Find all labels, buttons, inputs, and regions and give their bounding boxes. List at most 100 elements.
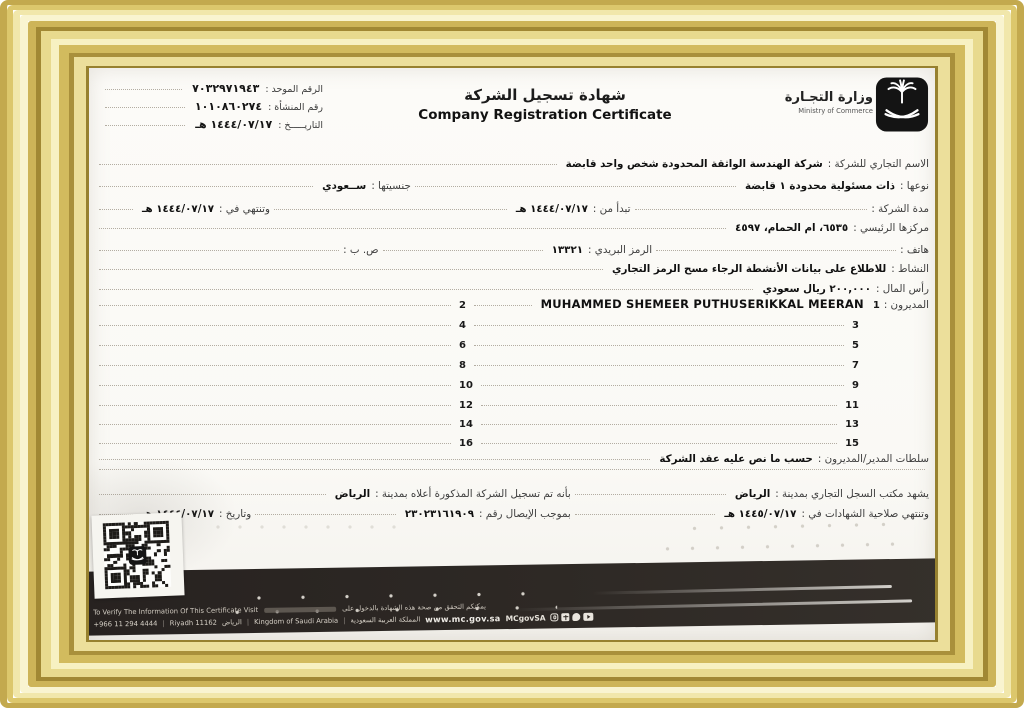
managers-row-1: المديرون : 1 MUHAMMED SHEMEER PUTHUSERIK… (95, 297, 929, 311)
twitter-icon (572, 612, 581, 622)
managers-row-3: 5 6 (95, 340, 929, 351)
ministry-wordmark: وزارة التجـارة Ministry of Commerce (785, 90, 873, 115)
head-office-label: مركزها الرئيسي : (853, 222, 929, 234)
dotted-leader (98, 209, 133, 210)
company-type-label: نوعها : (900, 180, 929, 192)
manager-powers-label: سلطات المدير/المديرون : (817, 453, 929, 465)
dotted-leader (99, 186, 314, 187)
dotted-leader (99, 228, 727, 229)
dotted-leader (382, 250, 543, 251)
dotted-leader (473, 305, 532, 306)
dotted-leader (99, 164, 557, 165)
separator: | (162, 619, 165, 628)
capital-value: ٢٠٠,٠٠٠ ريال سعودي (762, 283, 871, 295)
managers-row-4: 7 8 (95, 360, 929, 371)
manager-number: 9 (852, 380, 859, 391)
scan-streak (512, 599, 913, 612)
manager-name: MUHAMMED SHEMEER PUTHUSERIKKAL MEERAN (540, 297, 864, 311)
social-handle: MCgovSA (505, 612, 546, 623)
receipt-date-label: وتاريخ : (219, 508, 251, 520)
website-url: www.mc.gov.sa (425, 613, 501, 625)
scan-streak (591, 584, 892, 595)
registry-attestation-row: يشهد مكتب السجل التجاري بمدينة : الرياض … (95, 488, 929, 500)
dotted-leader (480, 385, 845, 386)
managers-row-6: 11 12 (95, 400, 929, 411)
dotted-leader (480, 443, 838, 444)
dotted-leader (105, 125, 186, 126)
separator-dotted-line (95, 469, 929, 472)
manager-number: 13 (845, 419, 859, 430)
managers-row-8: 15 16 (95, 438, 929, 449)
dotted-leader (105, 89, 183, 90)
managers-row-7: 13 14 (95, 419, 929, 430)
nationality-label: جنسيتها : (371, 180, 411, 192)
nationality-value: ســعودي (322, 180, 367, 192)
dotted-leader (480, 424, 838, 425)
postal-code-value: ١٣٣٢١ (551, 244, 584, 256)
end-date-value: ١٤٤٤/٠٧/١٧ هـ (141, 203, 215, 215)
dotted-leader (99, 469, 925, 470)
certificate-title: شهادة تسجيل الشركة Company Registration … (385, 86, 705, 123)
dotted-leader (473, 325, 845, 326)
dotted-leader (273, 209, 507, 210)
dotted-leader (99, 459, 651, 460)
manager-number: 14 (459, 419, 473, 430)
company-type-value: ذات مسئولية محدودة ١ قابضة (745, 180, 896, 192)
manager-number: 3 (852, 320, 859, 331)
manager-number: 1 (872, 300, 880, 311)
dotted-leader (99, 365, 451, 366)
ministry-name-arabic: وزارة التجـارة (784, 90, 873, 105)
scan-dots (236, 588, 538, 604)
company-name-row: الاسم التجاري للشركة : شركة الهندسة الوا… (95, 158, 929, 170)
scan-dots (654, 537, 906, 556)
country-arabic: المملكة العربية السعودية (350, 615, 421, 625)
manager-number: 12 (459, 400, 473, 411)
receipt-number-label: بموجب الإيصال رقم : (478, 508, 571, 520)
ministry-name-english: Ministry of Commerce (798, 107, 873, 115)
phone-label: هاتف : (900, 244, 929, 256)
dotted-leader (99, 443, 451, 444)
dotted-leader (99, 289, 754, 290)
registry-city-value: الرياض (734, 488, 771, 500)
unified-number-row: الرقم الموحد : ٧٠٣٢٩٧١٩٤٣ (101, 82, 323, 95)
dotted-leader (99, 269, 604, 270)
date-value: ١٤٤٤/٠٧/١٧ هـ (195, 118, 273, 131)
dotted-leader (99, 385, 451, 386)
manager-powers-row: سلطات المدير/المديرون : حسب ما نص عليه ع… (95, 453, 929, 465)
dotted-leader (656, 250, 897, 251)
phone-row: هاتف : الرمز البريدي : ١٣٣٢١ ص. ب : (95, 244, 929, 256)
duration-row: مدة الشركة : تبدأ من : ١٤٤٤/٠٧/١٧ هـ وتن… (95, 203, 929, 215)
dotted-leader (99, 494, 326, 495)
certificate-expiry-label: وتنتهي صلاحية الشهادات في : (801, 508, 929, 520)
registered-city-value: الرياض (334, 488, 371, 500)
unified-number-label: الرقم الموحد : (265, 84, 323, 95)
city-english: Riyadh 11162 (169, 618, 218, 628)
dotted-leader (105, 107, 185, 108)
unified-number-value: ٧٠٣٢٩٧١٩٤٣ (192, 82, 260, 95)
managers-row-5: 9 10 (95, 380, 929, 391)
youtube-icon (583, 612, 594, 621)
facebook-icon (561, 613, 570, 622)
manager-number: 4 (459, 320, 466, 331)
head-office-row: مركزها الرئيسي : ٦٥٣٥، ام الحمام، ٤٥٩٧ (95, 222, 929, 234)
country-english: Kingdom of Saudi Arabia (254, 616, 339, 627)
dotted-leader (473, 365, 845, 366)
company-name-value: شركة الهندسة الواثقة المحدودة شخص واحد ق… (565, 158, 823, 170)
title-arabic: شهادة تسجيل الشركة (464, 86, 626, 104)
instagram-icon (550, 613, 559, 622)
qr-center-emblem-icon (128, 546, 147, 565)
qr-sticker (91, 512, 185, 599)
start-date-label: تبدأ من : (592, 203, 631, 215)
postal-code-label: الرمز البريدي : (588, 244, 653, 256)
activity-row: النشاط : للاطلاع على بيانات الأنشطة الرج… (95, 263, 929, 275)
dotted-leader (99, 424, 451, 425)
date-row: التاريـــــخ : ١٤٤٤/٠٧/١٧ هـ (101, 118, 323, 131)
end-date-label: وتنتهي في : (219, 203, 270, 215)
scan-dots (680, 517, 892, 536)
dotted-leader (99, 305, 451, 306)
dotted-leader (255, 514, 396, 515)
social-icons (550, 612, 594, 622)
manager-number: 6 (459, 340, 466, 351)
